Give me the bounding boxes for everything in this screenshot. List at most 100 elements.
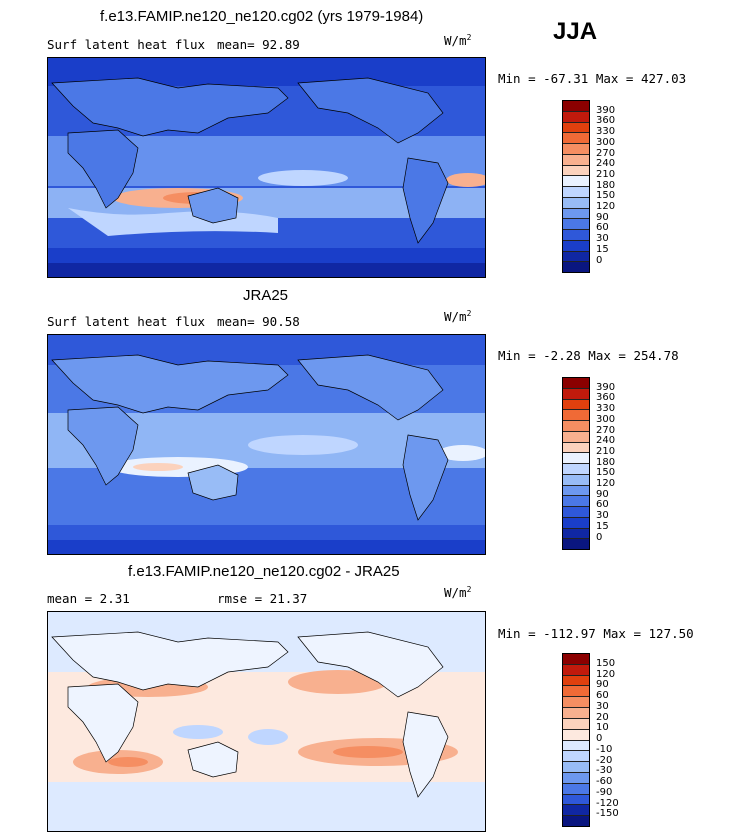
panel2-colorbar-swatch [563,421,589,432]
colorbar-tick-label: 30 [596,700,609,712]
panel2-colorbar [562,377,590,550]
panel3-colorbar-swatch [563,675,589,687]
panel3-map [47,611,486,832]
colorbar-tick-label: -90 [596,786,613,798]
colorbar-tick-label: -60 [596,776,613,787]
panel3-colorbar-swatch [563,794,589,806]
panel2-colorbar-swatch [563,517,589,529]
panel3-colorbar-swatch [563,772,589,784]
panel2-colorbar-swatch [563,528,589,540]
colorbar-tick-label: -20 [596,754,613,766]
panel2-colorbar-swatch [563,410,589,421]
panel1-colorbar-swatch [563,154,589,166]
panel2-colorbar-swatch [563,539,589,549]
panel3-colorbar-swatch [563,762,589,773]
panel2-colorbar-swatch [563,388,589,400]
panel3-colorbar [562,653,590,827]
panel2-colorbar-swatch [563,507,589,518]
panel3-colorbar-swatch [563,816,589,826]
panel1-colorbar [562,100,590,273]
panel1-colorbar-swatch [563,176,589,187]
colorbar-tick-label: 360 [596,115,616,127]
panel1-colorbar-swatch [563,208,589,220]
panel3-colorbar-swatch [563,664,589,676]
colorbar-tick-label: 150 [596,467,616,479]
colorbar-tick-label: 210 [596,168,616,180]
panel3-units: W/m2 [444,585,472,601]
panel1-colorbar-swatch [563,197,589,209]
colorbar-tick-label: 90 [596,488,609,500]
colorbar-tick-label: 180 [596,179,616,191]
panel2-colorbar-swatch [563,431,589,443]
panel2-map [47,334,486,555]
colorbar-tick-label: 30 [596,510,609,522]
colorbar-tick-label: 330 [596,403,616,415]
colorbar-tick-label: 270 [596,147,616,159]
panel3-colorbar-swatch [563,697,589,709]
colorbar-tick-label: 0 [596,254,603,266]
panel1-colorbar-swatch [563,262,589,272]
panel3-colorbar-swatch [563,805,589,817]
colorbar-tick-label: 30 [596,233,609,245]
panel2-header: JRA25 [243,287,289,304]
panel3-colorbar-swatch [563,718,589,730]
panel3-colorbar-swatch [563,751,589,763]
colorbar-tick-label: 240 [596,435,616,447]
panel3-colorbar-swatch [563,729,589,741]
colorbar-tick-label: 20 [596,711,609,723]
season-label: JJA [553,18,598,45]
panel2-units: W/m2 [444,309,472,325]
panel3-colorbar-swatch [563,783,589,795]
panel2-colorbar-swatch [563,485,589,497]
colorbar-tick-label: -120 [596,797,619,809]
panel2-field-label: Surf latent heat flux [47,314,206,329]
colorbar-tick-label: 240 [596,158,616,170]
panel1-units: W/m2 [444,33,472,49]
colorbar-tick-label: 15 [596,520,609,532]
colorbar-tick-label: 10 [596,722,609,734]
panel3-colorbar-swatch [563,686,589,698]
colorbar-tick-label: 60 [596,690,609,701]
colorbar-tick-label: 15 [596,243,609,255]
colorbar-tick-label: 180 [596,456,616,468]
colorbar-tick-label: 360 [596,392,616,404]
panel3-header: f.e13.FAMIP.ne120_ne120.cg02 - JRA25 [128,563,400,580]
colorbar-tick-label: 270 [596,424,616,436]
panel2-colorbar-swatch [563,474,589,486]
panel1-colorbar-swatch [563,144,589,155]
colorbar-tick-label: 120 [596,668,616,680]
panel2-colorbar-swatch [563,378,589,389]
colorbar-tick-label: 120 [596,201,616,212]
colorbar-tick-label: -10 [596,743,613,755]
panel1-colorbar-swatch [563,165,589,177]
panel2-minmax: Min = -2.28 Max = 254.78 [498,348,679,363]
panel3-colorbar-swatch [563,654,589,665]
panel1-map [47,57,486,278]
panel2-colorbar-swatch [563,453,589,464]
panel2-colorbar-swatch [563,496,589,507]
panel3-rmse: rmse = 21.37 [217,591,308,606]
panel1-minmax: Min = -67.31 Max = 427.03 [498,71,687,86]
panel1-mean: mean= 92.89 [217,37,300,52]
panel1-colorbar-swatch [563,187,589,198]
panel3-minmax: Min = -112.97 Max = 127.50 [498,626,694,641]
colorbar-tick-label: -150 [596,808,619,820]
panel1-colorbar-swatch [563,111,589,123]
panel1-colorbar-swatch [563,122,589,134]
colorbar-tick-label: 390 [596,104,616,116]
panel1-colorbar-swatch [563,219,589,230]
colorbar-tick-label: 300 [596,413,616,425]
colorbar-tick-label: 210 [596,445,616,457]
colorbar-tick-label: 0 [596,733,603,744]
colorbar-tick-label: 150 [596,657,616,669]
colorbar-tick-label: 390 [596,381,616,393]
colorbar-tick-label: 0 [596,531,603,543]
panel3-colorbar-swatch [563,708,589,719]
colorbar-tick-label: 90 [596,211,609,223]
colorbar-tick-label: 150 [596,190,616,202]
colorbar-tick-label: -30 [596,765,613,777]
panel2-colorbar-swatch [563,399,589,411]
panel3-mean: mean = 2.31 [47,591,130,606]
panel1-colorbar-swatch [563,133,589,144]
panel1-colorbar-swatch [563,101,589,112]
